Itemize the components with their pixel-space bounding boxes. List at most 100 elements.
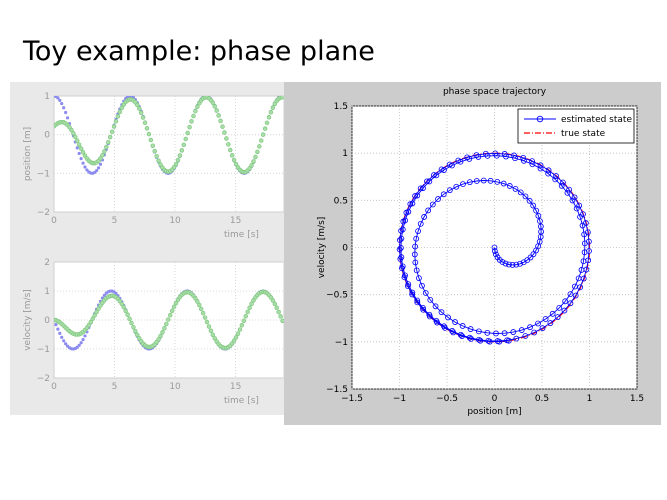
estimated-series-point (104, 144, 109, 150)
estimated-state-point (413, 267, 420, 274)
estimated-state-point (412, 193, 419, 199)
estimated-state-point (466, 179, 473, 186)
estimated-state-point (510, 329, 517, 335)
estimated-series-point (193, 296, 198, 301)
estimated-series-point (73, 134, 78, 140)
true-series-point (81, 161, 85, 165)
estimated-state-point (438, 309, 445, 316)
estimated-state-point (583, 266, 590, 273)
estimated-series-point (115, 114, 121, 119)
estimated-series-point (233, 161, 239, 167)
estimated-state-point (452, 319, 459, 325)
estimated-state-point (554, 314, 561, 321)
estimated-state-point (420, 185, 426, 192)
y-tick-label: −2 (37, 374, 50, 384)
estimated-state-point (535, 212, 542, 219)
estimated-state-point (407, 201, 414, 208)
legend-estimated-label: estimated state (561, 115, 632, 125)
estimated-state-point (417, 185, 424, 192)
estimated-series-point (69, 127, 74, 133)
estimated-series-point (197, 302, 202, 308)
x-tick-label: 15 (230, 382, 241, 392)
estimated-state-point (580, 275, 587, 282)
estimated-state-point (422, 290, 429, 296)
estimated-series-point (193, 108, 198, 114)
estimated-series-point (166, 317, 171, 322)
estimated-series-point (177, 153, 183, 158)
estimated-series-point (195, 299, 200, 304)
estimated-series-point (109, 129, 115, 135)
y-tick-label: −1.5 (326, 385, 348, 395)
estimated-state-point (520, 157, 527, 164)
estimated-state-point (449, 328, 456, 334)
estimated-series-point (125, 312, 130, 318)
y-axis-label: velocity [m/s] (317, 217, 327, 279)
estimated-state-point (401, 274, 408, 281)
estimated-state-point (435, 196, 441, 202)
estimated-series-point (255, 149, 260, 155)
estimated-series-point (276, 309, 281, 315)
estimated-state-point (582, 220, 589, 226)
estimated-state-point (398, 235, 405, 242)
x-tick-label: −0.5 (436, 394, 458, 404)
estimated-state-point (500, 180, 507, 187)
estimated-state-point (397, 255, 404, 262)
y-tick-label: −1 (335, 338, 348, 348)
estimated-state-point (457, 331, 464, 338)
x-tick-label: 5 (112, 382, 118, 392)
estimated-series-point (160, 330, 165, 335)
estimated-series-point (278, 314, 283, 319)
estimated-state-point (424, 178, 430, 185)
estimated-state-point (572, 292, 579, 299)
estimated-state-point (429, 201, 436, 208)
estimated-state-point (399, 226, 406, 233)
plot-area (53, 95, 285, 213)
estimated-state-point (412, 259, 419, 266)
estimated-state-point (412, 243, 418, 250)
estimated-state-point (513, 335, 520, 342)
estimated-state-point (480, 177, 487, 184)
estimated-state-point (529, 158, 535, 165)
estimated-state-point (567, 300, 574, 307)
legend-estimated-marker (536, 115, 544, 123)
estimated-series-point (140, 115, 146, 120)
estimated-series-point (214, 108, 219, 113)
estimated-series-point (152, 148, 157, 154)
estimated-state-point (522, 193, 529, 200)
estimated-series-point (181, 142, 187, 148)
estimated-series-point (224, 136, 229, 141)
estimated-series-point (119, 105, 125, 111)
estimated-series-point (133, 328, 138, 334)
estimated-state-point (427, 296, 434, 303)
estimated-series-point (162, 326, 167, 331)
estimated-state-point (571, 194, 578, 201)
estimated-series-point (212, 104, 218, 109)
estimated-state-point (468, 335, 474, 342)
estimated-state-point (400, 218, 407, 225)
estimated-series-point (105, 139, 111, 145)
estimated-series-point (92, 313, 97, 318)
estimated-state-point (473, 152, 480, 159)
estimated-state-point (445, 314, 451, 321)
estimated-series-point (102, 149, 107, 154)
y-tick-label: 2 (44, 258, 50, 268)
estimated-state-point (459, 333, 465, 339)
estimated-state-point (535, 320, 541, 327)
estimated-state-point (518, 327, 525, 333)
x-tick-label: 5 (112, 216, 118, 226)
estimated-state-point (487, 177, 494, 184)
estimated-state-point (416, 275, 422, 282)
true-series-point (56, 327, 60, 331)
estimated-series-point (222, 130, 227, 135)
estimated-state-point (475, 154, 482, 160)
estimated-state-point (419, 282, 425, 289)
true-series-point (114, 291, 118, 295)
estimated-series-point (245, 309, 250, 315)
x-tick-label: −1 (393, 394, 406, 404)
estimated-series-point (239, 322, 245, 328)
estimated-series-point (135, 102, 140, 108)
estimated-series-point (183, 136, 188, 142)
estimated-series-point (173, 161, 179, 167)
estimated-state-point (517, 189, 524, 196)
